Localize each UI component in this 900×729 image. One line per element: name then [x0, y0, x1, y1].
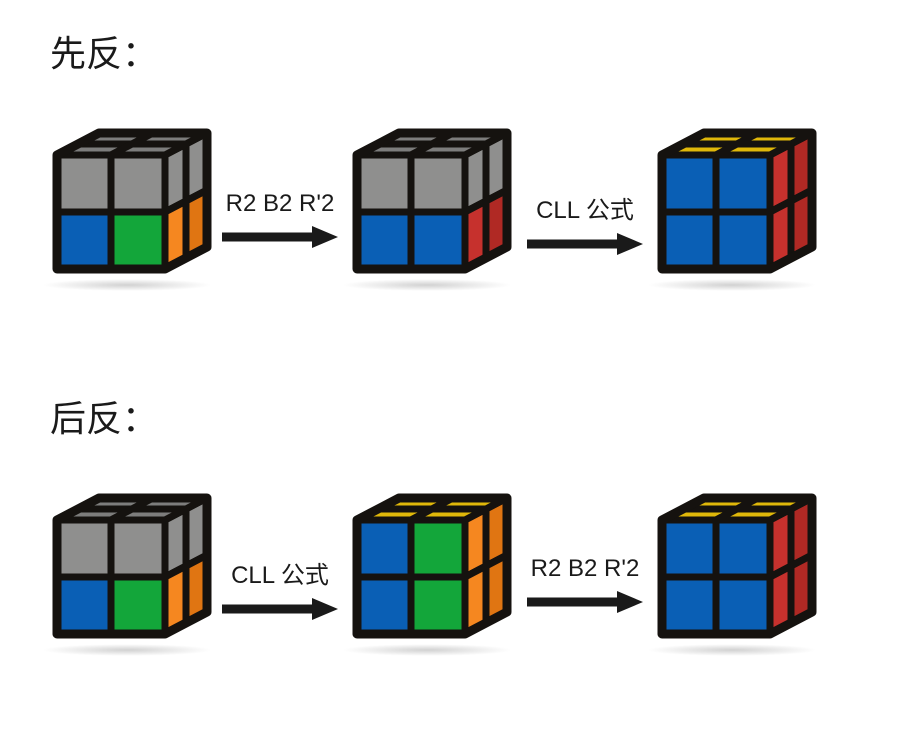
section-title-2: 后反：	[50, 390, 158, 442]
cube-state-2c	[640, 470, 820, 650]
arrow-step-2b: R2 B2 R'2	[510, 555, 660, 615]
arrow-icon	[525, 231, 645, 257]
cube-state-2a	[35, 470, 215, 650]
arrow-label: R2 B2 R'2	[226, 190, 335, 218]
arrow-label: CLL 公式	[536, 190, 634, 225]
cube-state-1a	[35, 105, 215, 285]
arrow-label: R2 B2 R'2	[531, 555, 640, 583]
cube-state-1c	[640, 105, 820, 285]
arrow-icon	[525, 589, 645, 615]
arrow-step-1a: R2 B2 R'2	[205, 190, 355, 250]
arrow-icon	[220, 224, 340, 250]
arrow-icon	[220, 596, 340, 622]
arrow-step-2a: CLL 公式	[205, 555, 355, 622]
cube-state-1b	[335, 105, 515, 285]
arrow-step-1b: CLL 公式	[510, 190, 660, 257]
cube-state-2b	[335, 470, 515, 650]
arrow-label: CLL 公式	[231, 555, 329, 590]
section-title-1: 先反：	[50, 25, 158, 77]
